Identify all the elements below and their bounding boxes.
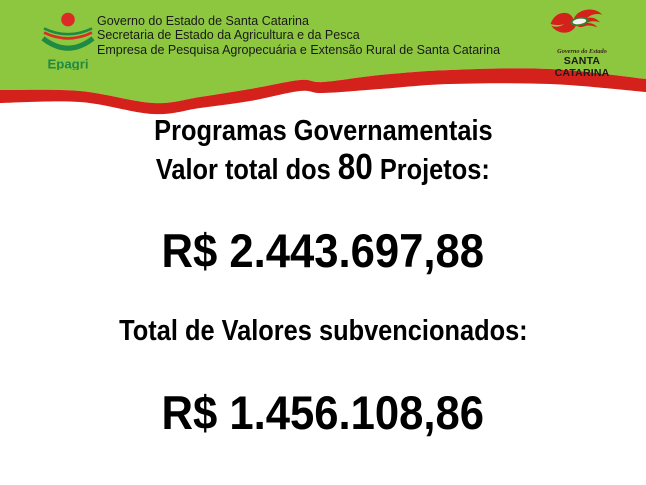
- svg-text:Epagri: Epagri: [47, 56, 88, 70]
